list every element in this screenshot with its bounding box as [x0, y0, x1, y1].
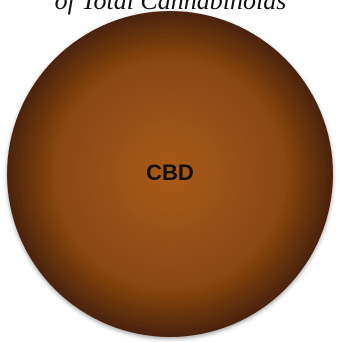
pie-slice-label: CBD: [146, 160, 194, 185]
chart-title: of Total Cannabinoids: [54, 0, 287, 15]
pie-slice-cbd: [7, 11, 333, 337]
